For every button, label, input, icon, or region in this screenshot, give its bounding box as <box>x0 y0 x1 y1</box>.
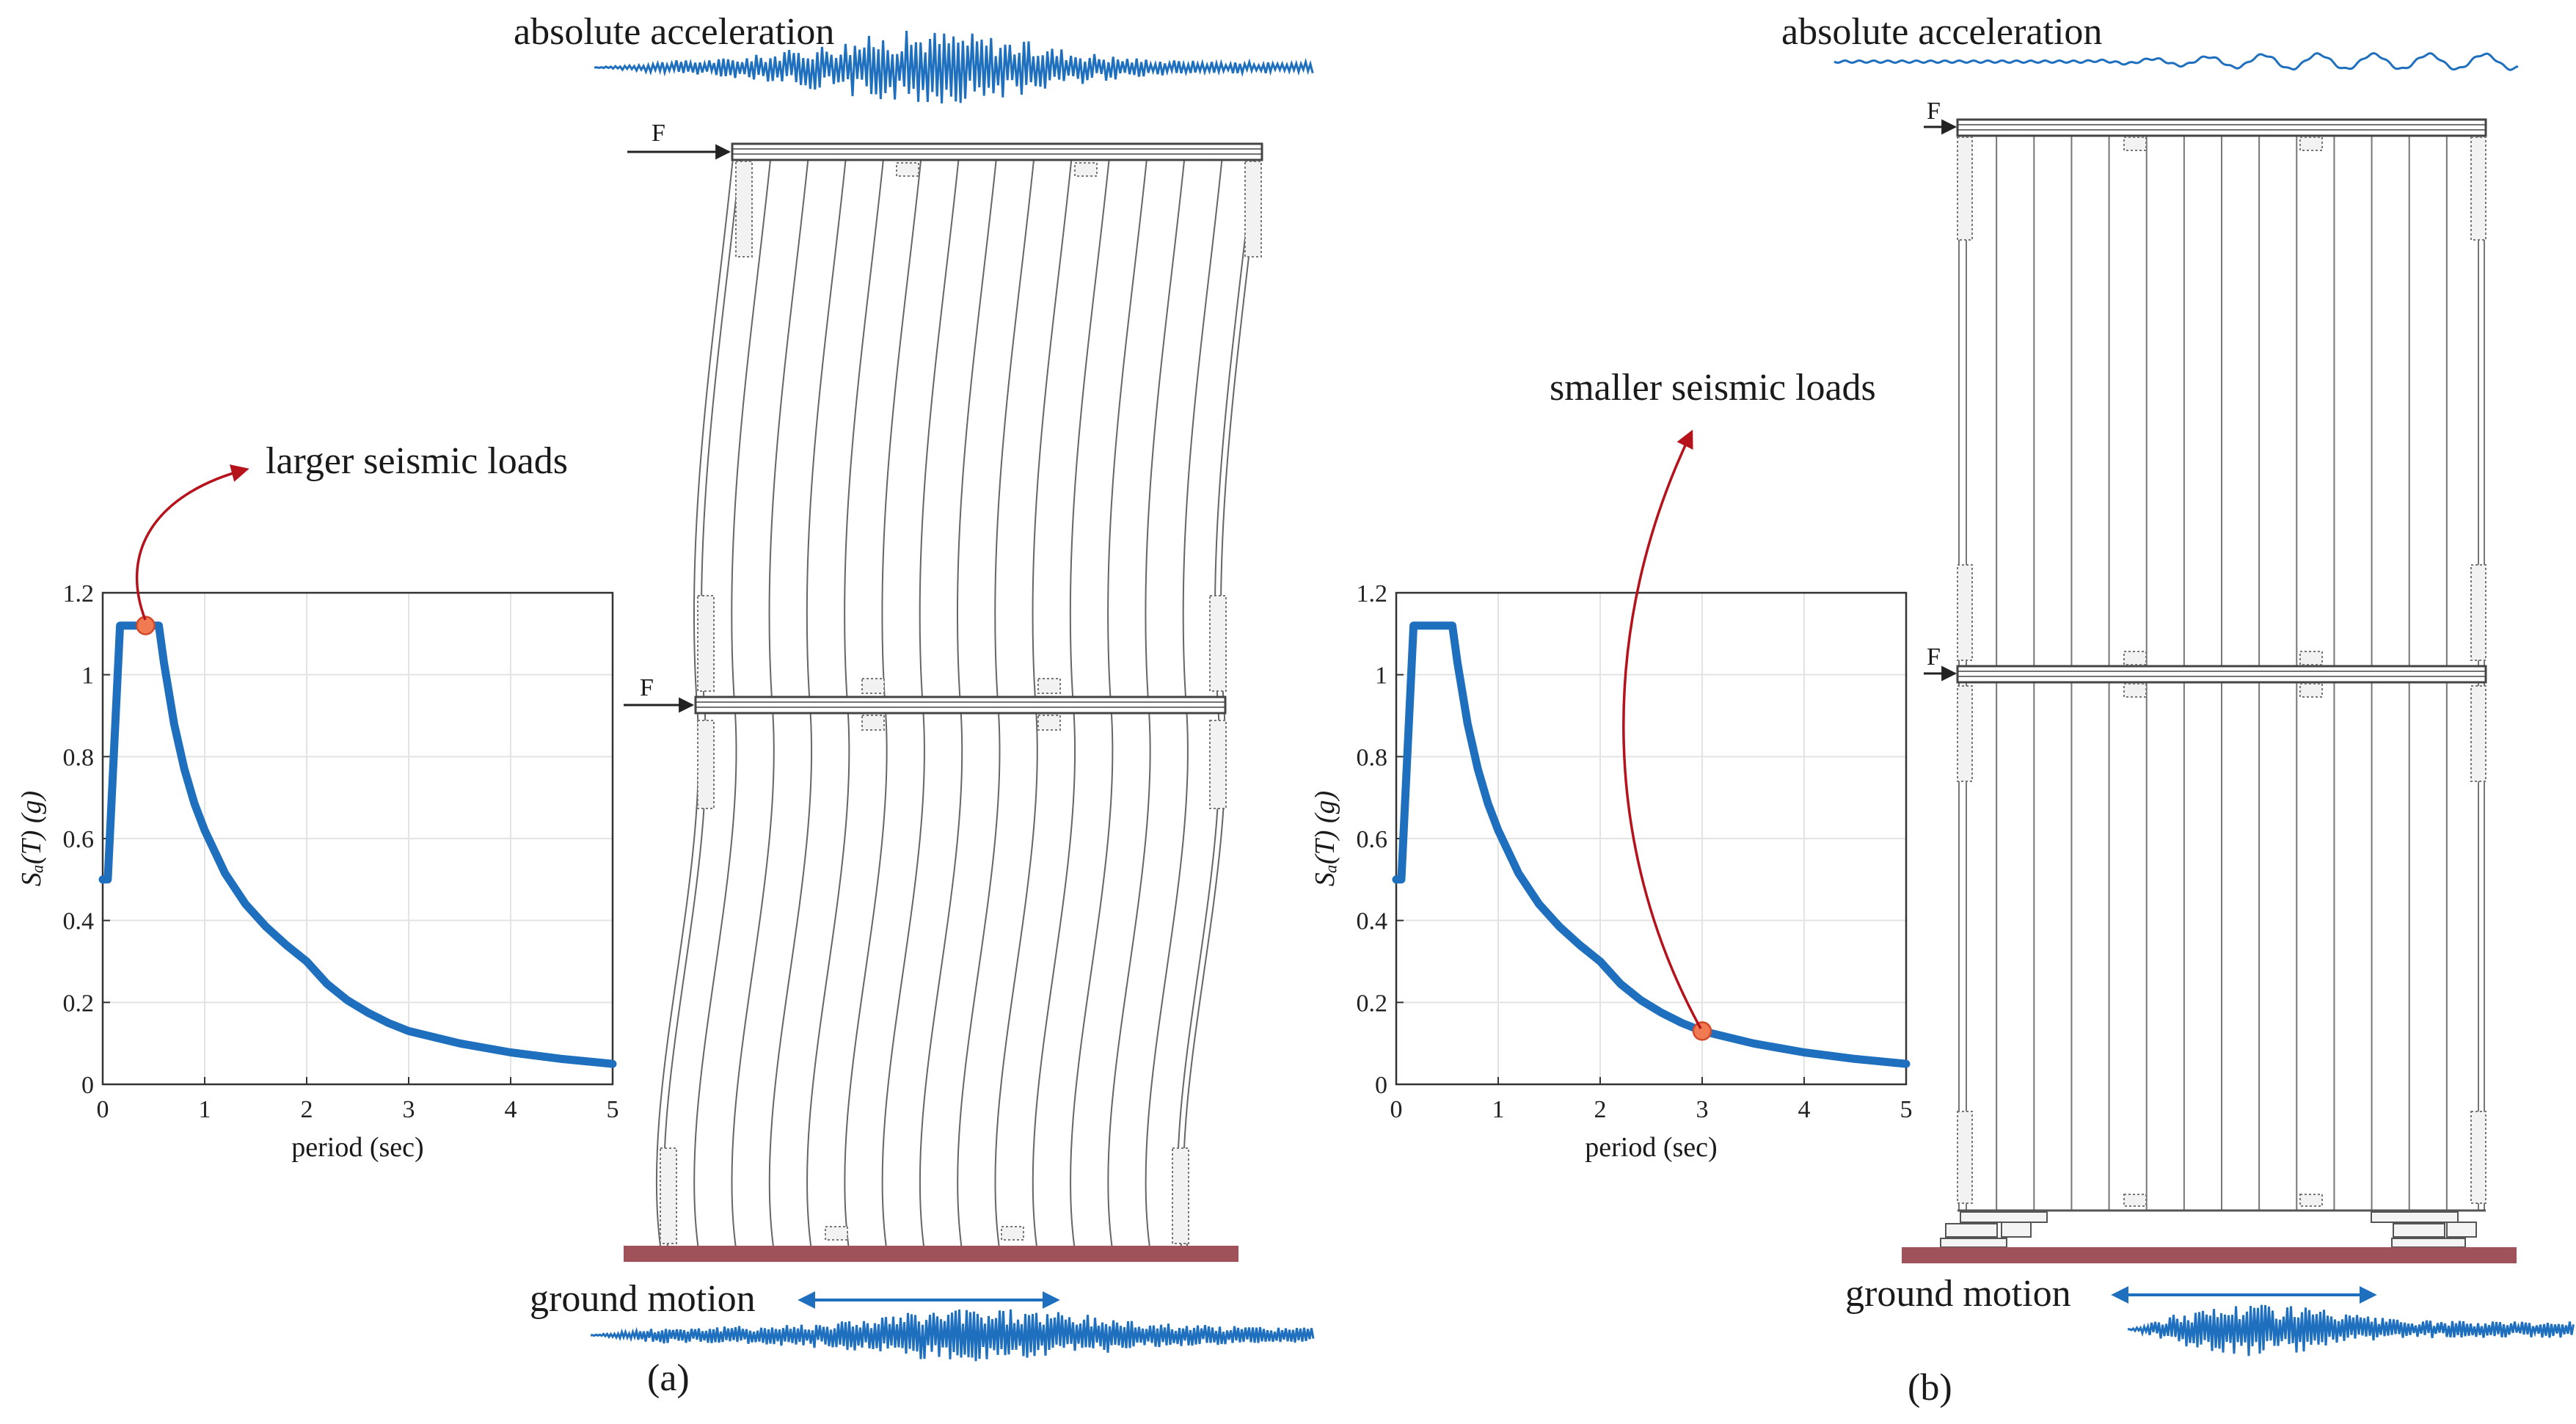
roof-beam-b <box>1956 118 2487 137</box>
panel-a: absolute acceleration 0 1 2 3 4 5 0 0.2 0.4 0.6 0.… <box>16 11 1315 1399</box>
panel-a-annotation-arrow <box>135 464 249 621</box>
force-label-roof-a: F <box>652 120 665 147</box>
mid-beam-b <box>1956 665 2487 684</box>
spectrum-line <box>98 621 617 1068</box>
structure-b: F F <box>1902 98 2517 1263</box>
y-axis-label: Sₐ(T) (g) <box>16 791 47 886</box>
y-tick-label: 0 <box>81 1072 94 1099</box>
x-tick-label: 2 <box>1594 1096 1607 1123</box>
x-axis-label: period (sec) <box>291 1132 423 1163</box>
x-axis-label: period (sec) <box>1585 1132 1717 1163</box>
y-tick-label: 0.6 <box>1357 826 1388 853</box>
y-tick-label: 0 <box>1375 1072 1387 1099</box>
panel-a-top-label: absolute acceleration <box>514 11 834 53</box>
base-slab-a <box>624 1246 1238 1262</box>
force-label-roof-b: F <box>1927 98 1941 125</box>
panel-a-caption: (a) <box>647 1357 690 1399</box>
y-tick-label: 1 <box>1375 662 1387 690</box>
x-tick-label: 5 <box>607 1096 619 1123</box>
panel-a-annotation: larger seismic loads <box>266 440 568 482</box>
x-tick-label: 1 <box>199 1096 211 1123</box>
panel-b-caption: (b) <box>1908 1367 1952 1409</box>
y-tick-label: 0.6 <box>63 826 95 853</box>
spectrum-chart-a: 0 1 2 3 4 5 0 0.2 0.4 0.6 0.8 1 1.2 period (sec) Sₐ(T)… <box>16 580 619 1163</box>
x-tick-label: 4 <box>1798 1096 1811 1123</box>
x-tick-label: 3 <box>403 1096 415 1123</box>
y-tick-label: 0.8 <box>63 744 95 771</box>
roof-beam-a <box>731 142 1263 161</box>
connection-blocks-a <box>660 161 1262 1244</box>
x-tick-label: 2 <box>301 1096 313 1123</box>
x-tick-label: 5 <box>1900 1096 1913 1123</box>
x-tick-label: 4 <box>505 1096 517 1123</box>
panel-b-top-signal <box>1834 52 2519 71</box>
y-tick-label: 1.2 <box>1357 580 1388 607</box>
panel-a-top-signal <box>594 30 1314 104</box>
spectrum-line <box>1392 621 1911 1068</box>
structure-a: F F <box>624 120 1263 1262</box>
connection-blocks-b <box>1957 136 2486 1207</box>
y-tick-label: 1.2 <box>63 580 95 607</box>
y-tick-label: 1 <box>81 662 94 690</box>
mid-beam-a <box>694 695 1227 715</box>
y-tick-label: 0.4 <box>63 908 95 935</box>
x-tick-label: 0 <box>1390 1096 1403 1123</box>
panel-a-bottom-label: ground motion <box>530 1278 756 1320</box>
x-tick-label: 0 <box>97 1096 109 1123</box>
force-label-mid-b: F <box>1927 643 1941 671</box>
y-tick-label: 0.2 <box>1357 990 1388 1017</box>
x-tick-label: 3 <box>1696 1096 1709 1123</box>
spectrum-chart-b: 0 1 2 3 4 5 0 0.2 0.4 0.6 0.8 1 1.2 period (sec) Sₐ(T)… <box>1310 580 1913 1163</box>
y-axis-label: Sₐ(T) (g) <box>1310 791 1340 886</box>
panel-b-bottom-label: ground motion <box>1845 1273 2071 1315</box>
y-tick-label: 0.8 <box>1357 744 1388 771</box>
y-tick-label: 0.2 <box>63 990 95 1017</box>
panel-b-top-label: absolute acceleration <box>1781 11 2102 53</box>
y-tick-label: 0.4 <box>1357 908 1388 935</box>
panel-b-ground-signal <box>2127 1304 2575 1357</box>
base-slab-b <box>1902 1247 2517 1263</box>
panel-b: absolute acceleration 0 1 2 3 4 5 0 0.2 0.4 0.6 0.… <box>1310 11 2575 1409</box>
panel-b-annotation: smaller seismic loads <box>1550 367 1876 409</box>
panel-b-annotation-arrow <box>1622 429 1702 1029</box>
force-label-mid-a: F <box>640 674 654 701</box>
x-tick-label: 1 <box>1492 1096 1505 1123</box>
panel-a-ground-signal <box>590 1309 1315 1362</box>
period-marker <box>1692 1021 1712 1041</box>
period-marker <box>136 616 156 635</box>
isolation-bearings-b <box>1940 1211 2477 1248</box>
